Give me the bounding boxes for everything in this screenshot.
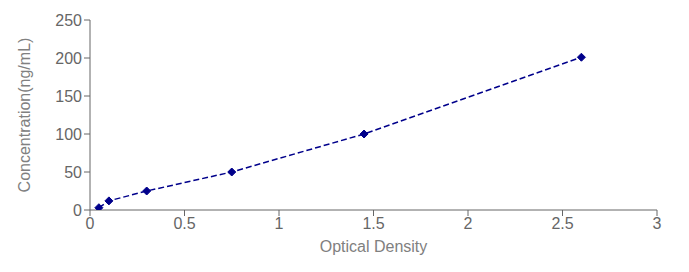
svg-text:250: 250 [55,12,82,29]
svg-text:1: 1 [275,215,284,232]
svg-text:150: 150 [55,88,82,105]
svg-text:0.5: 0.5 [173,215,195,232]
svg-text:50: 50 [64,164,82,181]
svg-text:1.5: 1.5 [362,215,384,232]
svg-text:0: 0 [73,202,82,219]
svg-text:200: 200 [55,50,82,67]
svg-text:100: 100 [55,126,82,143]
svg-text:2.5: 2.5 [551,215,573,232]
svg-text:Concentration(ng/mL): Concentration(ng/mL) [16,38,33,193]
svg-text:3: 3 [653,215,662,232]
svg-text:0: 0 [86,215,95,232]
svg-text:Optical Density: Optical Density [320,238,428,255]
svg-text:2: 2 [464,215,473,232]
